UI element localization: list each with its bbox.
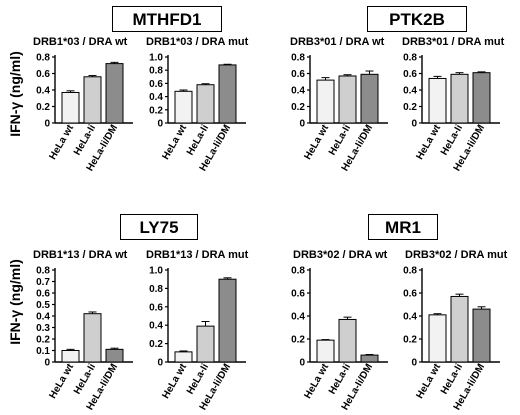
panel-5-y-tick-label: 0.3 xyxy=(36,323,50,334)
panel-4-bar-1 xyxy=(428,77,447,124)
panel-8-title: DRB3*02 / DRA mut xyxy=(405,249,508,261)
panel-4-bar-2 xyxy=(450,73,469,124)
panel-5-y-tick-label: 0.4 xyxy=(36,312,50,323)
panel-2-bar-3 xyxy=(218,64,237,124)
panel-5-y-tick-label: 0.6 xyxy=(36,289,50,300)
panel-7-bar-2 xyxy=(338,318,357,363)
panel-8-y-tick-label: 0.2 xyxy=(403,335,417,346)
panel-2-y-tick-label: 0.2 xyxy=(149,105,163,116)
panel-6-y-tick-label: 0 xyxy=(157,358,163,369)
panel-7-category-label-1: HeLa wt xyxy=(302,361,331,400)
panel-6-y-tick-label: 0.8 xyxy=(149,284,163,295)
panel-1-title: DRB1*03 / DRA wt xyxy=(33,36,128,48)
panel-4-y-tick-label: 0.6 xyxy=(403,69,417,80)
panel-4-y-tick-label: 0.8 xyxy=(403,53,417,64)
group-title-mthfd1: MTHFD1 xyxy=(112,6,222,32)
panel-5-y-tick-label: 0.2 xyxy=(36,335,50,346)
panel-3-y-tick-label: 0 xyxy=(299,119,305,130)
group-title-ptk2b: PTK2B xyxy=(367,6,467,32)
panel-5-y-tick-label: 0.8 xyxy=(36,266,50,277)
panel-5-bar-1 xyxy=(61,350,80,363)
panel-8-category-label-1: HeLa wt xyxy=(414,361,443,400)
panel-8-y-tick-label: 0.6 xyxy=(403,289,417,300)
panel-1-bar-1 xyxy=(61,91,80,124)
panel-5-bar-3 xyxy=(105,348,124,363)
panel-3-y-tick-label: 0.4 xyxy=(291,86,305,97)
panel-5-category-label-1: HeLa wt xyxy=(47,361,76,400)
panel-5-y-tick-label: 0 xyxy=(44,358,50,369)
panel-3-title: DRB3*01 / DRA wt xyxy=(290,36,385,48)
panel-4-title: DRB3*01 / DRA mut xyxy=(402,36,505,48)
panel-6-y-tick-label: 0.6 xyxy=(149,302,163,313)
panel-1-y-tick-label: 0.4 xyxy=(36,86,50,97)
panel-4-y-tick-label: 0 xyxy=(411,119,417,130)
panel-7-y-tick-label: 0.2 xyxy=(291,335,305,346)
panel-1-y-tick-label: 0 xyxy=(44,119,50,130)
panel-3-y-tick-label: 0.6 xyxy=(291,69,305,80)
panel-8-bar-1 xyxy=(428,314,447,363)
panel-6-title: DRB1*13 / DRA mut xyxy=(146,249,249,261)
panel-4-bar-3 xyxy=(472,72,491,124)
panel-3-bar-1 xyxy=(316,79,335,124)
panel-1-bar-3 xyxy=(105,63,124,124)
panel-2-bar-1 xyxy=(174,90,193,124)
panel-4-y-tick-label: 0.2 xyxy=(403,102,417,113)
panel-2-y-tick-label: 0.6 xyxy=(149,79,163,90)
panel-7-bar-3 xyxy=(360,354,379,363)
panel-4-y-tick-label: 0.4 xyxy=(403,86,417,97)
panel-7-y-tick-label: 0.4 xyxy=(291,312,305,323)
panel-7-title: DRB3*02 / DRA wt xyxy=(293,249,388,261)
panel-5-y-tick-label: 0.7 xyxy=(36,277,50,288)
panel-2-y-tick-label: 0.4 xyxy=(149,92,163,103)
panel-6-y-tick-label: 0.2 xyxy=(149,339,163,350)
panel-1-y-tick-label: 0.8 xyxy=(36,53,50,64)
panel-8-bar-3 xyxy=(472,308,491,363)
panel-6-bar-2 xyxy=(196,325,215,363)
panel-5-y-tick-label: 0.1 xyxy=(36,346,50,357)
panel-8-y-tick-label: 0.4 xyxy=(403,312,417,323)
panel-3-bar-2 xyxy=(338,75,357,124)
panel-8-bar-2 xyxy=(450,295,469,363)
panel-7-bar-1 xyxy=(316,339,335,363)
panel-4-category-label-1: HeLa wt xyxy=(414,122,443,161)
group-title-mr1: MR1 xyxy=(368,214,438,240)
panel-1-y-tick-label: 0.6 xyxy=(36,69,50,80)
panel-8-y-tick-label: 0.8 xyxy=(403,266,417,277)
panel-7-y-tick-label: 0.8 xyxy=(291,266,305,277)
panel-8-y-tick-label: 0 xyxy=(411,358,417,369)
panel-7-y-tick-label: 0.6 xyxy=(291,289,305,300)
panel-1-y-tick-label: 0.2 xyxy=(36,102,50,113)
panel-5-y-tick-label: 0.5 xyxy=(36,300,50,311)
panel-6-y-tick-label: 0.4 xyxy=(149,321,163,332)
group-title-ly75: LY75 xyxy=(120,214,198,240)
panel-7-y-tick-label: 0 xyxy=(299,358,305,369)
panel-2-category-label-1: HeLa wt xyxy=(160,122,189,161)
panel-6-bar-1 xyxy=(174,351,193,363)
panel-2-title: DRB1*03 / DRA mut xyxy=(146,36,249,48)
panel-2-y-tick-label: 0 xyxy=(157,119,163,130)
panel-6-bar-3 xyxy=(218,278,237,363)
panel-3-y-tick-label: 0.2 xyxy=(291,102,305,113)
panel-3-bar-3 xyxy=(360,73,379,124)
panel-6-category-label-1: HeLa wt xyxy=(160,361,189,400)
panel-1-bar-2 xyxy=(83,76,102,124)
panel-6-y-tick-label: 1.0 xyxy=(149,266,163,277)
panel-2-y-tick-label: 1.0 xyxy=(149,53,163,64)
panel-3-y-tick-label: 0.8 xyxy=(291,53,305,64)
panel-5-bar-2 xyxy=(83,313,102,363)
panel-1-category-label-1: HeLa wt xyxy=(47,122,76,161)
panel-2-y-tick-label: 0.8 xyxy=(149,66,163,77)
panel-2-bar-2 xyxy=(196,84,215,124)
panel-5-title: DRB1*13 / DRA wt xyxy=(33,249,128,261)
panel-3-category-label-1: HeLa wt xyxy=(302,122,331,161)
